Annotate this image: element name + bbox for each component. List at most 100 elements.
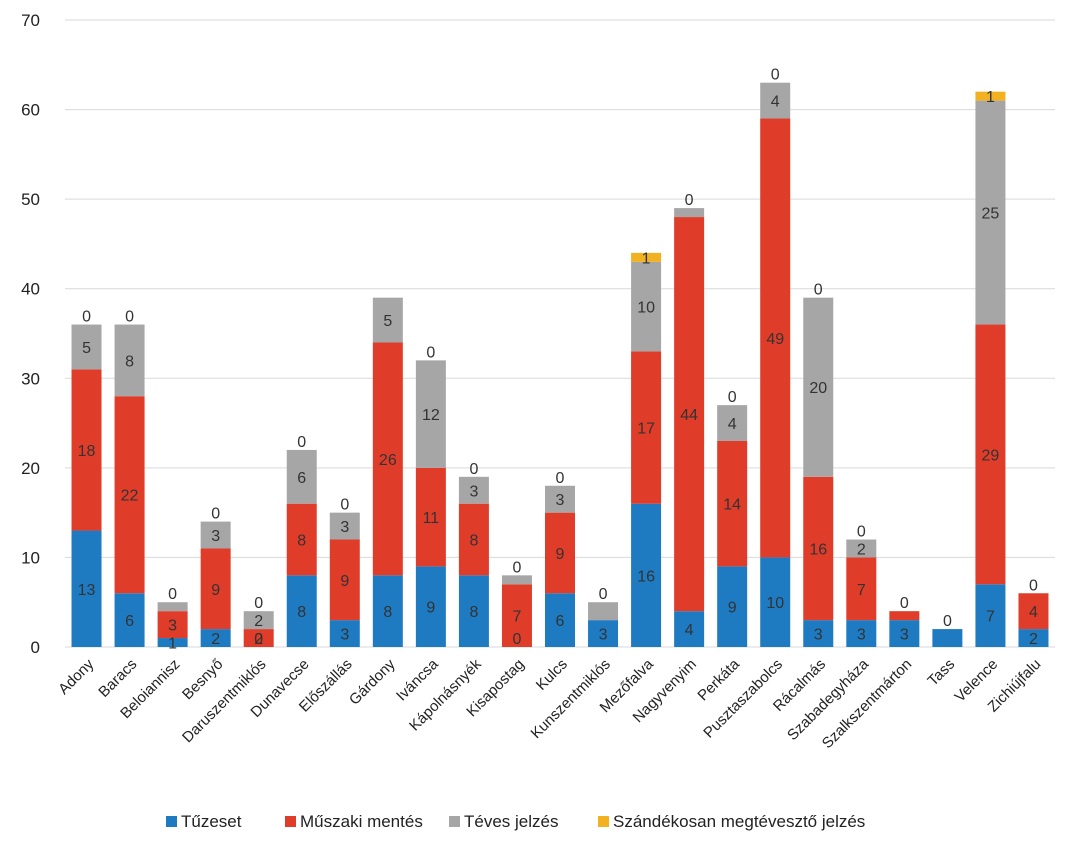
bar-segment	[760, 82, 791, 119]
bar-segment	[501, 575, 532, 585]
data-label: 0	[297, 434, 306, 451]
data-label: 0	[556, 470, 565, 487]
data-label: 0	[728, 389, 737, 406]
data-label: 6	[125, 613, 134, 630]
data-label: 0	[900, 595, 909, 612]
data-label: 16	[809, 541, 827, 558]
data-label: 7	[857, 582, 866, 599]
data-label: 0	[469, 461, 478, 478]
bar-segment	[674, 217, 705, 612]
data-label: 4	[771, 94, 780, 111]
y-tick-label: 40	[21, 280, 40, 299]
data-label: 25	[982, 206, 1000, 223]
bar-segment	[71, 324, 102, 370]
data-label: 1	[986, 89, 995, 106]
data-label: 2	[1029, 631, 1038, 648]
data-labels: 1318506228013029300220886039308265911120…	[78, 67, 1038, 653]
category-label: Adony	[55, 655, 97, 697]
bar-segment	[329, 512, 360, 540]
bar-segment	[717, 440, 748, 567]
bar-segment	[631, 261, 662, 352]
data-label: 3	[340, 627, 349, 644]
data-label: 11	[423, 510, 440, 527]
bar-segment	[631, 252, 662, 262]
data-label: 0	[685, 192, 694, 209]
data-label: 20	[809, 380, 827, 397]
bar-segment	[372, 342, 403, 576]
data-label: 0	[513, 631, 522, 648]
data-label: 1	[168, 636, 177, 653]
data-label: 8	[125, 353, 134, 370]
data-label: 8	[469, 533, 478, 550]
data-label: 3	[857, 627, 866, 644]
data-label: 3	[340, 519, 349, 536]
bar-segment	[329, 539, 360, 621]
data-label: 18	[78, 443, 96, 460]
bar-segment	[200, 521, 231, 549]
data-label: 0	[771, 67, 780, 84]
data-label: 14	[723, 497, 741, 514]
data-label: 3	[599, 627, 608, 644]
data-label: 8	[383, 604, 392, 621]
bar-segment	[760, 557, 791, 647]
y-tick-label: 0	[31, 638, 40, 657]
bar-segment	[545, 485, 575, 513]
data-label: 4	[1029, 604, 1038, 621]
legend-label: Műszaki mentés	[300, 812, 423, 831]
bar-segment	[243, 629, 274, 647]
y-tick-label: 60	[21, 101, 40, 120]
data-label: 0	[82, 309, 91, 326]
category-label: Gárdony	[346, 655, 399, 708]
bar-segment	[71, 369, 102, 531]
data-label: 0	[168, 586, 177, 603]
legend-swatch	[285, 816, 296, 827]
bar-segment	[975, 324, 1006, 585]
data-label: 7	[513, 609, 522, 626]
data-label: 0	[513, 559, 522, 576]
bar-segment	[631, 351, 662, 504]
data-label: 17	[637, 421, 655, 438]
data-label: 3	[211, 528, 220, 545]
bar-segment	[846, 557, 877, 621]
data-label: 3	[168, 618, 177, 635]
data-label: 0	[426, 344, 435, 361]
bar-segment	[157, 638, 188, 647]
bar-segment	[114, 396, 145, 594]
data-label: 10	[637, 300, 655, 317]
y-tick-label: 50	[21, 190, 40, 209]
y-tick-label: 20	[21, 459, 40, 478]
bar-segment	[71, 530, 102, 647]
data-label: 6	[297, 470, 306, 487]
data-label: 9	[728, 600, 737, 617]
bar-segment	[588, 620, 619, 647]
data-label: 4	[728, 416, 737, 433]
data-label: 16	[637, 568, 655, 585]
data-label: 0	[814, 282, 823, 299]
data-label: 22	[121, 488, 139, 505]
bar-segment	[803, 476, 834, 621]
bar-segment	[415, 566, 446, 647]
data-label: 29	[982, 447, 1000, 464]
bar-segment	[975, 100, 1006, 325]
bar-segment	[200, 548, 231, 630]
data-label: 5	[383, 313, 392, 330]
bar-segment	[889, 611, 920, 621]
bar-segment	[458, 503, 489, 576]
bar-segment	[674, 208, 705, 218]
data-label: 0	[254, 595, 263, 612]
legend-swatch	[598, 816, 609, 827]
category-label: Kulcs	[533, 656, 571, 694]
data-label: 9	[211, 582, 220, 599]
bar-segment	[975, 91, 1006, 101]
data-label: 3	[900, 627, 909, 644]
bar-segment	[717, 405, 748, 441]
data-label: 0	[254, 631, 263, 648]
bar-segment	[588, 602, 619, 621]
legend-label: Téves jelzés	[464, 812, 558, 831]
legend-swatch	[449, 816, 460, 827]
legend-label: Szándékosan megtévesztő jelzés	[613, 812, 865, 831]
data-label: 9	[340, 573, 349, 590]
data-label: 9	[556, 546, 565, 563]
data-label: 3	[556, 492, 565, 509]
